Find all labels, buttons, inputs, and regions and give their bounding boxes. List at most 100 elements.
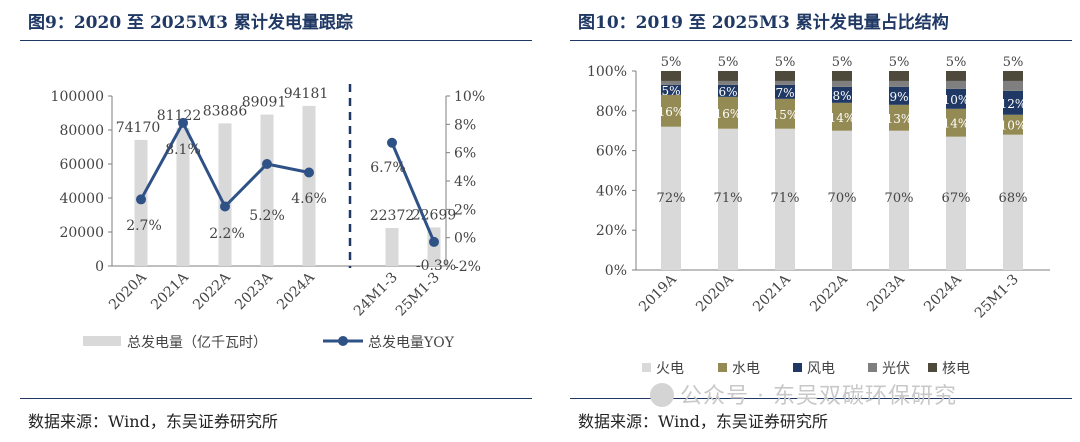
legend-label-1: 水电 — [732, 361, 760, 377]
generation-bar — [302, 105, 316, 266]
stack-label: 68% — [999, 191, 1028, 206]
right-chart-title: 图10：2019 至 2025M3 累计发电量占比结构 — [578, 13, 949, 33]
x-category-label: 25M1-3 — [393, 270, 443, 320]
stack-label: 16% — [715, 107, 742, 121]
stack-label: 5% — [946, 55, 967, 70]
left-chart-title: 图9：2020 至 2025M3 累计发电量跟踪 — [28, 13, 353, 33]
legend-swatch-4 — [928, 363, 937, 372]
legend-swatch-2 — [793, 363, 802, 372]
stack-label: 12% — [1000, 97, 1027, 111]
right-y-tick-label: 2% — [454, 202, 476, 218]
left-y-tick-label: 20000 — [59, 225, 104, 241]
stack-segment-1 — [832, 102, 852, 131]
stack-label: 10% — [1000, 119, 1027, 133]
stack-label: 5% — [889, 55, 910, 70]
stack-segment-4 — [775, 71, 795, 81]
stack-segment-3 — [832, 80, 852, 87]
stack-segment-0 — [775, 128, 795, 270]
stack-segment-3 — [889, 80, 909, 87]
stack-segment-1 — [775, 98, 795, 129]
left-footer-rule — [20, 398, 532, 399]
stack-segment-1 — [661, 94, 681, 127]
x-category-label: 2022A — [190, 269, 234, 313]
generation-tracking-chart: 0 20000 40000 60000 80000 100000 -2% 0% 2% 4% 6% 8%… — [51, 84, 485, 351]
stack-segment-0 — [718, 128, 738, 270]
generation-bar-label: 22372 — [370, 208, 415, 224]
left-title-rule — [20, 40, 532, 41]
stack-label: 5% — [661, 55, 682, 70]
stack-label: 71% — [714, 191, 743, 206]
stack-segment-4 — [1003, 71, 1023, 81]
stack-segment-0 — [889, 130, 909, 270]
stack-segment-3 — [1003, 80, 1023, 91]
generation-bar-label: 94181 — [284, 86, 329, 102]
right-panel: 图10：2019 至 2025M3 累计发电量占比结构 0% 20% 40% 60% 8… — [550, 0, 1080, 442]
x-category-label: 25M1-3 — [972, 272, 1022, 322]
y-tick-label: 0% — [605, 263, 627, 279]
x-category-label: 2021A — [148, 269, 192, 313]
stack-segment-3 — [718, 80, 738, 85]
stack-segment-4 — [889, 71, 909, 81]
generation-bar — [176, 128, 190, 266]
yoy-point — [304, 167, 314, 178]
stack-segment-0 — [946, 136, 966, 270]
left-y-tick-label: 100000 — [51, 89, 104, 105]
stack-label: 8% — [832, 89, 851, 103]
stack-segment-3 — [661, 80, 681, 85]
right-y-tick-label: 6% — [454, 146, 476, 162]
stack-segment-4 — [718, 71, 738, 81]
x-category-label: 2023A — [232, 269, 276, 313]
stack-segment-3 — [775, 80, 795, 85]
left-y-tick-label: 0 — [95, 259, 104, 275]
stack-label: 5% — [775, 55, 796, 70]
stack-segment-1 — [718, 96, 738, 129]
generation-bar — [260, 114, 274, 266]
yoy-point — [220, 201, 230, 212]
legend-bar-label: 总发电量（亿千瓦时） — [127, 335, 267, 351]
stack-label: 5% — [718, 55, 739, 70]
stack-segment-2 — [889, 86, 909, 105]
stack-label: 13% — [886, 112, 913, 126]
generation-bar-label: 83886 — [203, 103, 248, 119]
generation-bar — [385, 227, 399, 266]
right-title-rule — [570, 40, 1072, 41]
x-category-label: 2024A — [921, 271, 965, 315]
left-source-note: 数据来源：Wind，东吴证券研究所 — [28, 412, 278, 431]
stack-segment-2 — [832, 86, 852, 103]
wechat-logo-icon — [650, 383, 674, 407]
right-y-tick-label: 0% — [454, 231, 476, 247]
yoy-label: 2.7% — [126, 218, 162, 234]
stack-segment-0 — [1003, 134, 1023, 270]
stack-label: 16% — [658, 105, 685, 119]
legend-line-label: 总发电量YOY — [368, 335, 455, 351]
generation-bar-label: 74170 — [116, 120, 161, 136]
yoy-label: 8.1% — [165, 142, 201, 158]
legend-line-marker — [338, 336, 348, 346]
right-footer-rule — [570, 398, 1072, 399]
legend-bar-swatch — [83, 336, 121, 346]
yoy-label: 6.7% — [370, 160, 406, 176]
stack-label: 9% — [889, 90, 908, 104]
legend-label-2: 风电 — [807, 361, 835, 377]
right-y-tick-label: 10% — [454, 89, 485, 105]
yoy-label: 2.2% — [209, 226, 245, 242]
y-tick-label: 40% — [596, 183, 627, 199]
generation-bar-label: 89091 — [242, 95, 287, 111]
y-tick-label: 80% — [596, 104, 627, 120]
stack-segment-0 — [661, 126, 681, 270]
x-category-label: 2023A — [864, 271, 908, 315]
stack-segment-2 — [775, 84, 795, 99]
legend-swatch-0 — [642, 363, 651, 372]
legend-swatch-3 — [868, 363, 877, 372]
stack-label: 67% — [942, 191, 971, 206]
legend-label-3: 光伏 — [882, 361, 910, 377]
stack-label: 14% — [829, 111, 856, 125]
y-tick-label: 100% — [587, 64, 627, 80]
stack-segment-2 — [661, 84, 681, 95]
legend-swatch-1 — [718, 363, 727, 372]
legend-label-4: 核电 — [942, 361, 970, 377]
left-y-tick-label: 60000 — [59, 157, 104, 173]
x-category-label: 2020A — [693, 271, 737, 315]
stack-label: 14% — [943, 117, 970, 131]
stack-label: 5% — [661, 84, 680, 98]
